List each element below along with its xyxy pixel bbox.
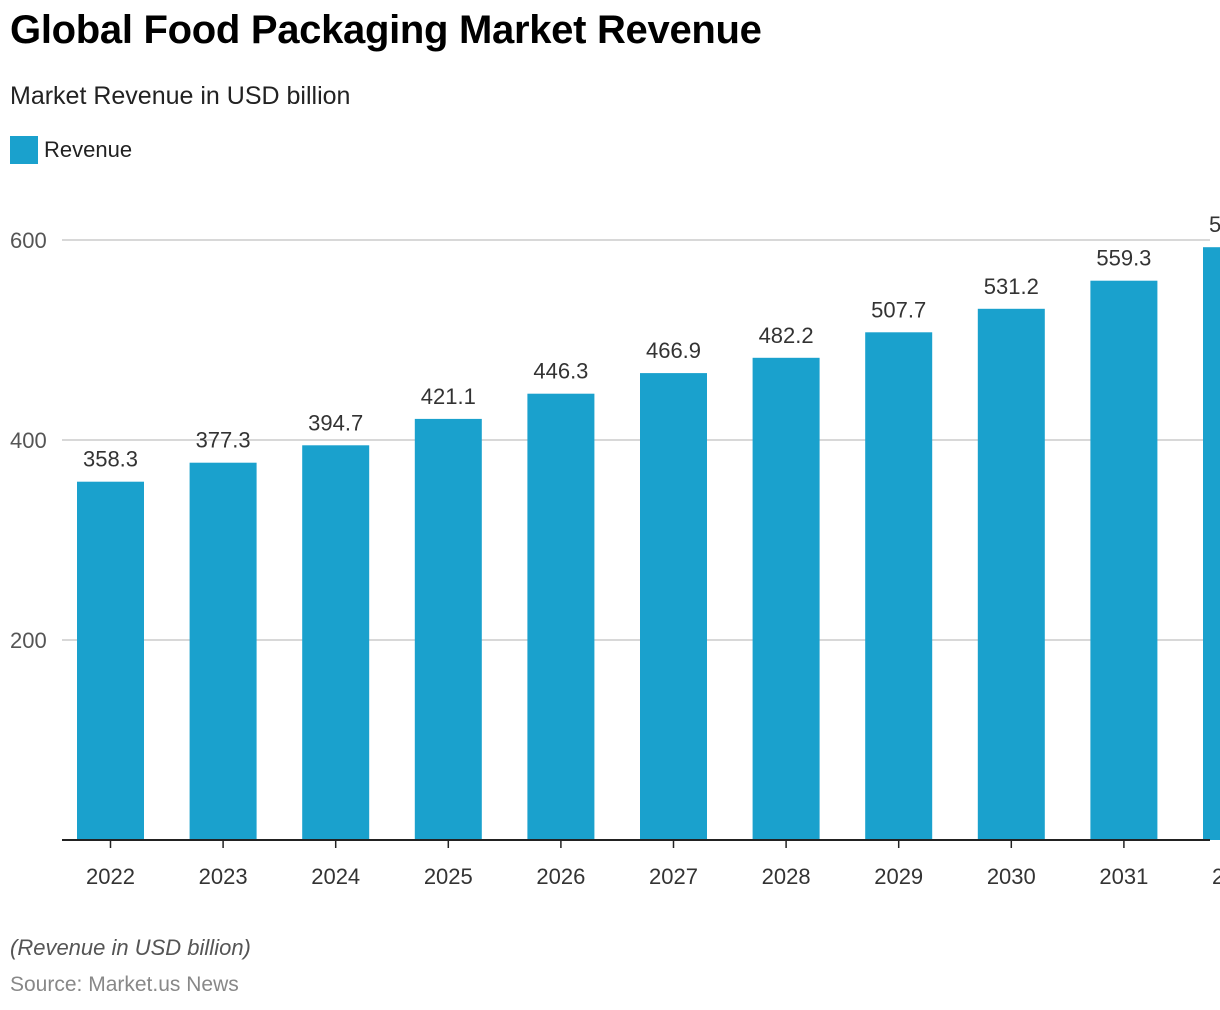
x-tick-label: 2030	[987, 864, 1036, 889]
value-label: 482.2	[759, 323, 814, 348]
footnote: (Revenue in USD billion)	[10, 935, 251, 960]
bar	[527, 393, 595, 840]
x-tick-label: 2022	[86, 864, 135, 889]
x-tick-label: 2023	[199, 864, 248, 889]
bar	[77, 481, 144, 840]
value-label: 507.7	[871, 297, 926, 322]
bar	[1090, 280, 1158, 840]
bar	[977, 308, 1045, 840]
legend-swatch	[10, 136, 38, 164]
x-tick-label: 2031	[1099, 864, 1148, 889]
y-tick-label: 400	[10, 428, 47, 453]
y-tick-label: 200	[10, 628, 47, 653]
x-tick-label: 2027	[649, 864, 698, 889]
value-label: 592.8	[1209, 212, 1220, 237]
y-tick-label: 600	[10, 228, 47, 253]
value-label: 466.9	[646, 338, 701, 363]
x-tick-label: 2029	[874, 864, 923, 889]
value-label: 377.3	[196, 428, 251, 453]
value-label: 421.1	[421, 384, 476, 409]
x-tick-label: 2032	[1212, 864, 1220, 889]
x-tick-label: 2025	[424, 864, 473, 889]
value-label: 446.3	[533, 359, 588, 384]
bar	[302, 445, 370, 840]
bar	[1203, 247, 1220, 840]
x-tick-label: 2024	[311, 864, 360, 889]
value-label: 559.3	[1096, 246, 1151, 271]
bar	[752, 357, 820, 840]
value-label: 358.3	[83, 447, 138, 472]
value-label: 531.2	[984, 274, 1039, 299]
legend: Revenue	[10, 136, 132, 164]
bar	[414, 418, 482, 840]
source-credit: Source: Market.us News	[10, 973, 239, 996]
x-tick-label: 2028	[762, 864, 811, 889]
bar	[640, 373, 707, 840]
legend-label: Revenue	[44, 137, 133, 162]
bar	[865, 332, 933, 840]
chart-subtitle: Market Revenue in USD billion	[10, 82, 351, 110]
value-label: 394.7	[308, 410, 363, 435]
bar	[189, 462, 257, 840]
chart-title: Global Food Packaging Market Revenue	[10, 8, 762, 52]
x-tick-label: 2026	[536, 864, 585, 889]
